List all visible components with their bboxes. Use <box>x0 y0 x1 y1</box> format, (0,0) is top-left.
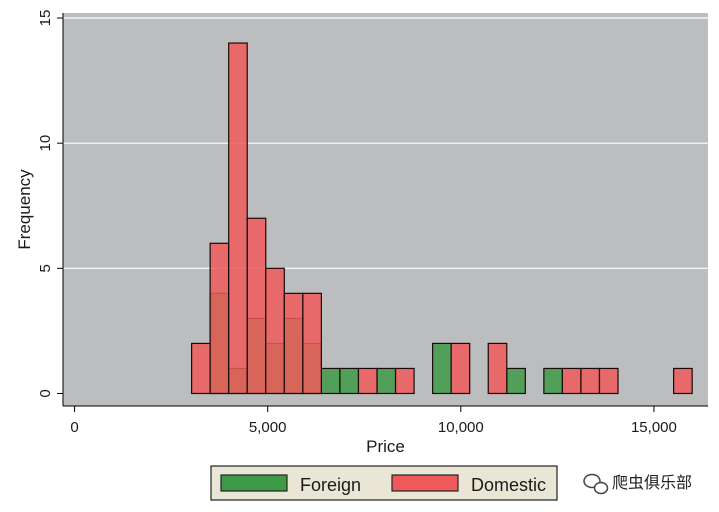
bar-domestic-11 <box>561 367 582 395</box>
legend: Foreign Domestic <box>210 465 558 501</box>
x-tick-label: 15,000 <box>631 419 677 436</box>
x-tick-label: 0 <box>70 419 78 436</box>
bar-foreign-8 <box>376 367 397 395</box>
y-tick-label: 10 <box>37 135 54 152</box>
watermark-text: 爬虫俱乐部 <box>612 473 692 492</box>
bar-domestic-12 <box>580 367 601 395</box>
bar-foreign-10 <box>506 367 526 395</box>
y-axis-label: Frequency <box>15 169 34 250</box>
bar-domestic-0 <box>191 342 211 395</box>
tick-labels: 0 5,000 10,000 15,000 0 5 10 15 <box>37 10 677 436</box>
axes <box>57 13 708 412</box>
bars <box>191 42 693 395</box>
bar-domestic-14 <box>673 367 693 395</box>
y-tick-label: 5 <box>37 264 54 272</box>
watermark: 爬虫俱乐部 <box>583 473 692 495</box>
bar-domestic-1 <box>209 242 230 395</box>
bar-foreign-11 <box>543 367 563 395</box>
bar-domestic-3 <box>246 217 267 395</box>
plot-background <box>63 13 708 406</box>
wechat-icon <box>583 473 609 495</box>
legend-swatch-foreign <box>220 474 288 492</box>
legend-label-foreign: Foreign <box>300 475 361 495</box>
bar-domestic-7 <box>357 367 378 395</box>
y-tick-label: 0 <box>37 389 54 397</box>
bar-foreign-9 <box>432 342 452 395</box>
bar-domestic-2 <box>228 42 248 395</box>
bar-domestic-9 <box>450 342 471 395</box>
bar-foreign-7 <box>339 367 360 395</box>
x-axis-label: Price <box>366 437 405 456</box>
grid-lines <box>63 17 708 269</box>
bar-domestic-8 <box>394 367 415 395</box>
bar-domestic-4 <box>265 267 285 395</box>
x-tick-label: 5,000 <box>249 419 287 436</box>
bar-foreign-6 <box>320 367 341 395</box>
bar-domestic-10 <box>487 342 508 395</box>
bar-domestic-5 <box>283 292 304 395</box>
legend-label-domestic: Domestic <box>471 475 546 495</box>
legend-swatch-domestic <box>391 474 459 492</box>
y-tick-label: 15 <box>37 10 54 27</box>
bar-domestic-6 <box>302 292 322 395</box>
bar-domestic-13 <box>598 367 619 395</box>
x-tick-label: 10,000 <box>438 419 484 436</box>
